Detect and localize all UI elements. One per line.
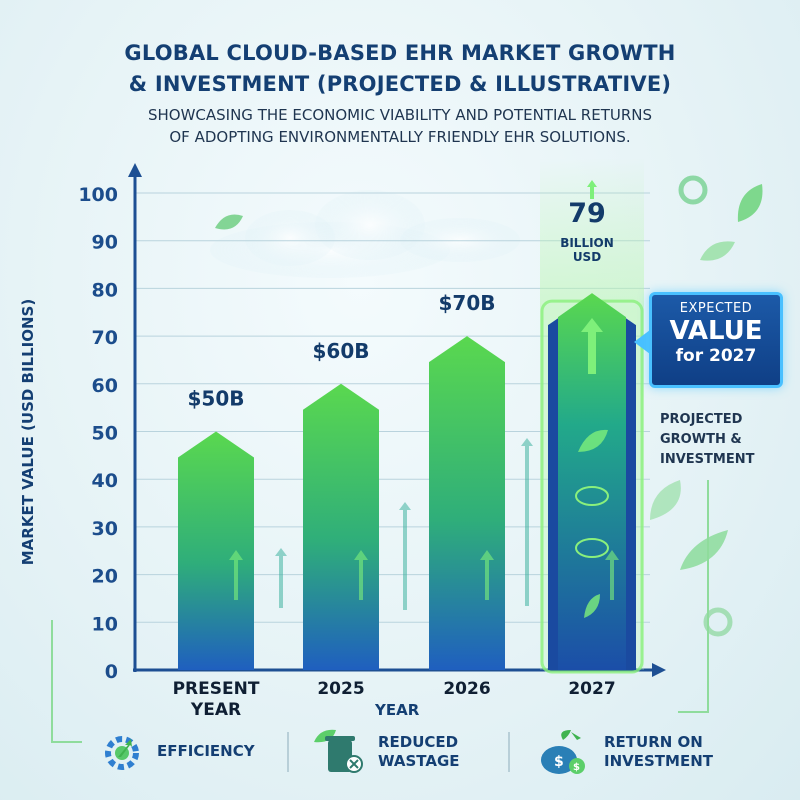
cloud-decoration: [210, 190, 520, 278]
callout-pointer: [634, 330, 650, 354]
peak-unit-line-1: BILLION: [560, 236, 614, 250]
x-tick-label: YEAR: [190, 700, 241, 720]
y-tick-label: 90: [92, 232, 118, 254]
projected-growth-note: PROJECTED GROWTH & INVESTMENT: [660, 410, 790, 470]
y-tick-label: 80: [92, 279, 118, 301]
leaf-icon: [215, 184, 763, 570]
footer-label: WASTAGE: [378, 752, 460, 770]
y-tick-label: 10: [92, 613, 118, 635]
callout-line-2: VALUE: [669, 316, 763, 346]
bar: [303, 383, 379, 670]
y-axis-label: MARKET VALUE (USD BILLIONS): [19, 298, 37, 566]
bar-arrow-icon: [480, 550, 494, 600]
footer-label: REDUCED: [378, 733, 459, 751]
footer-item-reduced-wastage: REDUCED WASTAGE: [378, 733, 460, 771]
title-line-2: & INVESTMENT (PROJECTED & ILLUSTRATIVE): [128, 72, 672, 96]
bar-arrow-icon: [229, 550, 243, 600]
connector-line: [51, 620, 82, 743]
expected-value-callout: EXPECTED VALUE for 2027: [649, 292, 783, 388]
gear-icon: [678, 175, 733, 637]
bar: [178, 431, 254, 670]
arrow-up-icon: [581, 318, 603, 374]
svg-text:$: $: [554, 754, 564, 770]
leaf-icon: [578, 429, 608, 452]
y-tick-label: 0: [105, 661, 118, 683]
footer-label: INVESTMENT: [604, 752, 713, 770]
chart-title: GLOBAL CLOUD-BASED EHR MARKET GROWTH & I…: [0, 38, 800, 100]
subtitle-line-1: SHOWCASING THE ECONOMIC VIABILITY AND PO…: [147, 106, 653, 124]
money-bag-icon: $ $: [541, 730, 585, 774]
svg-text:$: $: [573, 762, 580, 773]
bar-value-label: $50B: [188, 387, 245, 411]
peak-value: 79: [568, 198, 606, 229]
footer-label: RETURN ON: [604, 733, 703, 751]
bars: [178, 158, 644, 674]
x-tick-label: PRESENT: [173, 679, 260, 699]
data-labels: $50B $60B $70B: [188, 291, 496, 410]
peak-unit-line-2: USD: [572, 250, 602, 264]
subtitle-line-2: OF ADOPTING ENVIRONMENTALLY FRIENDLY EHR…: [169, 128, 631, 146]
bar: [558, 293, 626, 670]
callout-line-3: for 2027: [675, 346, 757, 366]
y-tick-label: 40: [92, 470, 118, 492]
footer-item-efficiency: EFFICIENCY: [157, 742, 255, 761]
bar-arrow-icon: [354, 550, 368, 600]
x-axis-arrow: [652, 663, 666, 677]
y-tick-label: 30: [92, 518, 118, 540]
arrow-up-icon: [587, 180, 597, 199]
bar-value-label: $60B: [313, 339, 370, 363]
side-note-line-2: GROWTH &: [660, 432, 742, 447]
leaf-icon: [584, 594, 600, 618]
gear-growth-icon: [105, 736, 139, 770]
y-tick-label: 60: [92, 375, 118, 397]
cloud-icon: [575, 486, 609, 506]
callout-line-1: EXPECTED: [679, 301, 753, 316]
chart-subtitle: SHOWCASING THE ECONOMIC VIABILITY AND PO…: [0, 104, 800, 148]
x-tick-label: 2025: [317, 679, 364, 699]
title-line-1: GLOBAL CLOUD-BASED EHR MARKET GROWTH: [124, 41, 676, 65]
divider: [287, 732, 289, 772]
recycle-bin-leaf-icon: [314, 729, 363, 773]
arrow-up-icon: [275, 438, 533, 610]
footer-label: EFFICIENCY: [157, 742, 255, 760]
y-tick-label: 20: [92, 566, 118, 588]
divider: [508, 732, 510, 772]
bar: [429, 336, 505, 670]
peak-unit: BILLION USD: [552, 236, 622, 264]
x-tick-label: 2026: [443, 679, 490, 699]
connector-line: [678, 480, 709, 713]
bar-arrow-icon: [605, 550, 619, 600]
side-note-line-1: PROJECTED: [660, 412, 743, 427]
cloud-icon: [575, 538, 609, 558]
y-tick-label: 100: [78, 184, 118, 206]
y-tick-label: 70: [92, 327, 118, 349]
x-tick-label: 2027: [568, 679, 615, 699]
side-note-line-3: INVESTMENT: [660, 452, 755, 467]
bar-value-label: $70B: [439, 291, 496, 315]
x-axis-label: YEAR: [375, 701, 420, 719]
footer-item-return-on-investment: RETURN ON INVESTMENT: [604, 733, 713, 771]
y-tick-label: 50: [92, 423, 118, 445]
y-axis-arrow: [128, 163, 142, 177]
